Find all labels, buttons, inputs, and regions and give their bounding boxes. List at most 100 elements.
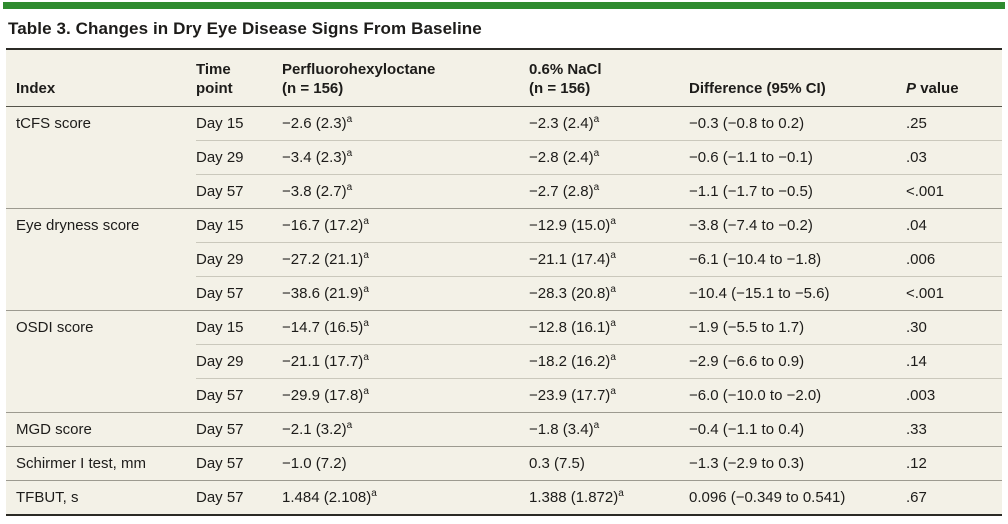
- cell-treatment-value: −27.2 (21.1)a: [282, 242, 529, 277]
- table-row: Day 29 −21.1 (17.7)a −18.2 (16.2)a −2.9 (−6…: [6, 344, 1002, 379]
- cell-index: Eye dryness score: [6, 208, 196, 243]
- cell-p-value: .14: [906, 344, 1002, 379]
- cell-time-point: Day 29: [196, 242, 282, 277]
- footnote-marker: a: [593, 420, 600, 431]
- footnote-marker: a: [346, 148, 353, 159]
- cell-p-value: .30: [906, 310, 1002, 345]
- footnote-marker: a: [610, 284, 616, 295]
- footnote-marker: a: [363, 352, 369, 363]
- footnote-marker: a: [346, 420, 353, 431]
- cell-time-point: Day 57: [196, 174, 282, 209]
- cell-p-value: .33: [906, 412, 1002, 447]
- cell-control-value: −2.3 (2.4)a: [529, 106, 689, 141]
- cell-control-value: 0.3 (7.5): [529, 446, 689, 481]
- cell-time-point: Day 15: [196, 208, 282, 243]
- cell-control-value: −2.8 (2.4)a: [529, 140, 689, 175]
- cell-time-point: Day 57: [196, 412, 282, 447]
- cell-index: Schirmer I test, mm: [6, 446, 196, 481]
- cell-p-value: <.001: [906, 174, 1002, 209]
- table-row: Day 57 −3.8 (2.7)a −2.7 (2.8)a −1.1 (−1.7 t…: [6, 174, 1002, 209]
- column-header-time-point: Time point: [196, 49, 282, 107]
- cell-time-point: Day 29: [196, 344, 282, 379]
- footnote-marker: a: [610, 318, 616, 329]
- cell-treatment-value: −29.9 (17.8)a: [282, 378, 529, 413]
- column-header-index: Index: [6, 49, 196, 107]
- cell-difference: −10.4 (−15.1 to −5.6): [689, 276, 906, 311]
- cell-time-point: Day 29: [196, 140, 282, 175]
- table-body: tCFS score Day 15 −2.6 (2.3)a −2.3 (2.4)a −0…: [6, 106, 1002, 515]
- cell-index: TFBUT, s: [6, 480, 196, 515]
- footnote-marker: a: [593, 114, 600, 125]
- cell-treatment-value: −21.1 (17.7)a: [282, 344, 529, 379]
- footnote-marker: a: [363, 250, 369, 261]
- footnote-marker: a: [346, 114, 353, 125]
- cell-p-value: .03: [906, 140, 1002, 175]
- footnote-marker: a: [593, 182, 600, 193]
- cell-difference: −1.3 (−2.9 to 0.3): [689, 446, 906, 481]
- cell-treatment-value: −3.4 (2.3)a: [282, 140, 529, 175]
- table-row: Day 57 −29.9 (17.8)a −23.9 (17.7)a −6.0 (−1…: [6, 378, 1002, 413]
- cell-index: [6, 276, 196, 311]
- cell-p-value: .04: [906, 208, 1002, 243]
- table-row: Schirmer I test, mm Day 57 −1.0 (7.2) 0.3 (…: [6, 446, 1002, 481]
- cell-difference: −0.6 (−1.1 to −0.1): [689, 140, 906, 175]
- cell-treatment-value: 1.484 (2.108)a: [282, 480, 529, 515]
- cell-control-value: −28.3 (20.8)a: [529, 276, 689, 311]
- dry-eye-signs-table: Index Time point Perfluorohexyloctane (n…: [6, 48, 1002, 516]
- table-row: OSDI score Day 15 −14.7 (16.5)a −12.8 (16.1…: [6, 310, 1002, 345]
- footnote-marker: a: [593, 148, 600, 159]
- footnote-marker: a: [610, 352, 616, 363]
- footnote-marker: a: [363, 216, 369, 227]
- cell-control-value: −18.2 (16.2)a: [529, 344, 689, 379]
- table-row: Eye dryness score Day 15 −16.7 (17.2)a −12.…: [6, 208, 1002, 243]
- cell-control-value: −12.8 (16.1)a: [529, 310, 689, 345]
- cell-control-value: −23.9 (17.7)a: [529, 378, 689, 413]
- cell-treatment-value: −16.7 (17.2)a: [282, 208, 529, 243]
- table-row: Day 29 −3.4 (2.3)a −2.8 (2.4)a −0.6 (−1.1 t…: [6, 140, 1002, 175]
- footnote-marker: a: [346, 182, 353, 193]
- page-title: Table 3. Changes in Dry Eye Disease Sign…: [8, 19, 482, 38]
- table-row: Day 57 −38.6 (21.9)a −28.3 (20.8)a −10.4 (−…: [6, 276, 1002, 311]
- cell-index: [6, 242, 196, 277]
- cell-difference: −6.0 (−10.0 to −2.0): [689, 378, 906, 413]
- cell-control-value: −12.9 (15.0)a: [529, 208, 689, 243]
- table-row: tCFS score Day 15 −2.6 (2.3)a −2.3 (2.4)a −0…: [6, 106, 1002, 141]
- footnote-marker: a: [610, 216, 616, 227]
- cell-time-point: Day 57: [196, 480, 282, 515]
- cell-control-value: −21.1 (17.4)a: [529, 242, 689, 277]
- cell-time-point: Day 57: [196, 446, 282, 481]
- cell-time-point: Day 15: [196, 310, 282, 345]
- cell-index: OSDI score: [6, 310, 196, 345]
- cell-index: [6, 344, 196, 379]
- cell-p-value: .006: [906, 242, 1002, 277]
- column-header-treatment: Perfluorohexyloctane (n = 156): [282, 49, 529, 107]
- cell-difference: −2.9 (−6.6 to 0.9): [689, 344, 906, 379]
- cell-treatment-value: −3.8 (2.7)a: [282, 174, 529, 209]
- table-row: Day 29 −27.2 (21.1)a −21.1 (17.4)a −6.1 (−1…: [6, 242, 1002, 277]
- cell-difference: −1.9 (−5.5 to 1.7): [689, 310, 906, 345]
- footnote-marker: a: [618, 488, 624, 499]
- cell-time-point: Day 15: [196, 106, 282, 141]
- column-header-control: 0.6% NaCl (n = 156): [529, 49, 689, 107]
- cell-treatment-value: −2.6 (2.3)a: [282, 106, 529, 141]
- cell-p-value: .12: [906, 446, 1002, 481]
- cell-control-value: −1.8 (3.4)a: [529, 412, 689, 447]
- cell-p-value: .67: [906, 480, 1002, 515]
- p-value-italic-p: P: [906, 80, 917, 97]
- footnote-marker: a: [610, 250, 616, 261]
- cell-difference: −0.4 (−1.1 to 0.4): [689, 412, 906, 447]
- cell-control-value: −2.7 (2.8)a: [529, 174, 689, 209]
- cell-time-point: Day 57: [196, 276, 282, 311]
- cell-difference: 0.096 (−0.349 to 0.541): [689, 480, 906, 515]
- cell-p-value: <.001: [906, 276, 1002, 311]
- cell-treatment-value: −38.6 (21.9)a: [282, 276, 529, 311]
- footnote-marker: a: [363, 284, 369, 295]
- cell-difference: −1.1 (−1.7 to −0.5): [689, 174, 906, 209]
- cell-treatment-value: −1.0 (7.2): [282, 446, 529, 481]
- header-row: Index Time point Perfluorohexyloctane (n…: [6, 49, 1002, 107]
- table-header: Index Time point Perfluorohexyloctane (n…: [6, 49, 1002, 107]
- table-row: MGD score Day 57 −2.1 (3.2)a −1.8 (3.4)a −0.…: [6, 412, 1002, 447]
- cell-p-value: .003: [906, 378, 1002, 413]
- accent-bar: [3, 2, 1005, 9]
- footnote-marker: a: [371, 488, 377, 499]
